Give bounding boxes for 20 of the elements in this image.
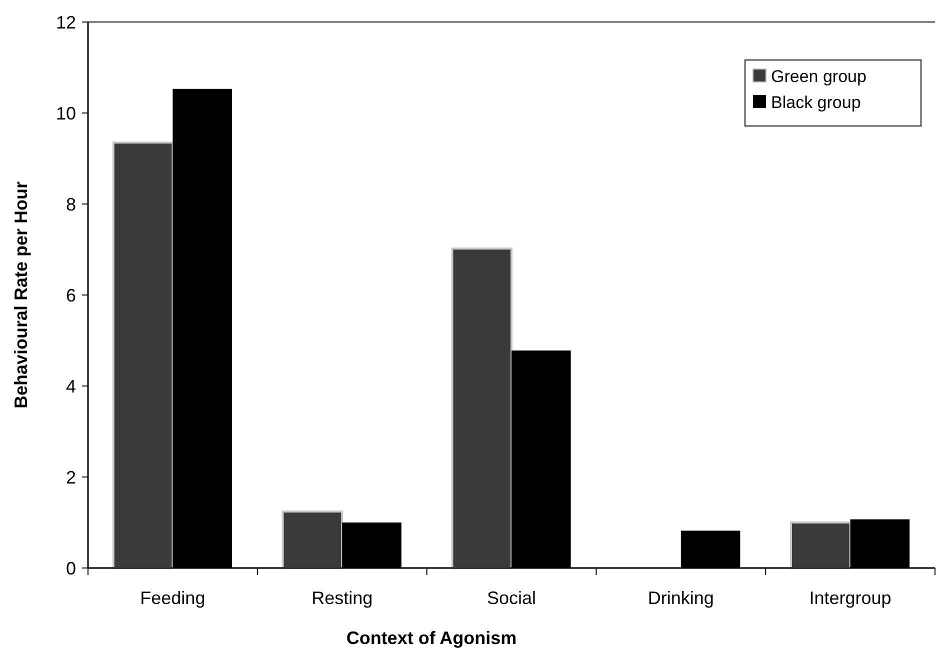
x-axis-title: Context of Agonism [346,628,517,648]
legend-label: Green group [771,66,866,86]
x-tick-label: Drinking [648,588,714,608]
legend-label: Black group [771,92,861,112]
y-tick-label: 0 [66,558,76,578]
x-tick-label: Resting [312,588,373,608]
bar [790,522,852,569]
y-tick-label: 6 [66,285,76,306]
bar [282,510,344,569]
x-tick-label: Intergroup [809,588,892,608]
x-tick-label: Social [486,588,536,608]
y-axis-title: Behavioural Rate per Hour [11,181,31,409]
bar [112,142,174,569]
x-tick-label: Feeding [140,588,206,608]
y-tick-label: 10 [56,103,76,124]
y-tick-label: 8 [66,194,76,214]
bar [451,248,512,569]
y-tick-label: 4 [66,376,76,396]
y-tick-label: 12 [56,12,76,32]
y-tick-label: 2 [66,467,76,488]
